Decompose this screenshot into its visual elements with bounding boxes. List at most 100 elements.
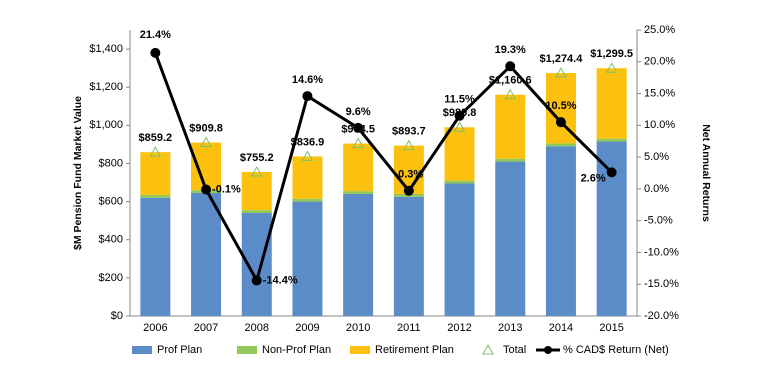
- y2-tick-label: -5.0%: [644, 215, 673, 227]
- total-marker: [301, 150, 314, 161]
- x-tick-label: 2013: [498, 322, 522, 334]
- total-marker: [352, 137, 364, 149]
- legend-swatch: [482, 343, 494, 355]
- total-label: $859.2: [139, 132, 173, 144]
- return-label: -0.3%: [394, 169, 423, 181]
- x-tick-label: 2006: [143, 322, 167, 334]
- y2-tick-label: 10.0%: [644, 119, 675, 131]
- bar-segment: [545, 143, 576, 147]
- y-tick-label: $1,400: [89, 43, 123, 55]
- y2-tick-label: -10.0%: [644, 246, 679, 258]
- x-tick-label: 2015: [599, 322, 623, 334]
- bar-segment: [343, 193, 374, 316]
- bar-segment: [495, 158, 526, 162]
- legend-swatch: [237, 346, 257, 354]
- return-label: 9.6%: [346, 106, 371, 118]
- legend-swatch: [544, 346, 552, 354]
- return-marker: [201, 184, 212, 195]
- y2-tick-label: 0.0%: [644, 183, 669, 195]
- legend-label: Prof Plan: [157, 344, 202, 356]
- return-marker: [251, 275, 262, 286]
- legend-label: Retirement Plan: [375, 344, 454, 356]
- bar-segment: [241, 172, 272, 211]
- x-tick-label: 2007: [194, 322, 218, 334]
- y-tick-label: $0: [111, 310, 123, 322]
- return-marker: [302, 91, 313, 102]
- bar-segment: [292, 201, 323, 316]
- bar-segment: [596, 138, 627, 142]
- bar-segment: [495, 94, 526, 159]
- return-marker: [403, 185, 414, 196]
- legend-swatch: [350, 346, 370, 354]
- total-marker: [504, 88, 517, 100]
- bar-segment: [191, 193, 222, 316]
- bar-segment: [444, 183, 475, 316]
- y-tick-label: $200: [99, 272, 123, 284]
- y2-tick-label: -20.0%: [644, 310, 679, 322]
- y2-tick-label: 25.0%: [644, 24, 675, 36]
- x-tick-label: 2009: [295, 322, 319, 334]
- return-label: -14.4%: [263, 274, 298, 286]
- return-label: 21.4%: [140, 29, 171, 41]
- total-label: $836.9: [291, 136, 325, 148]
- x-tick-label: 2012: [447, 322, 471, 334]
- bar-segment: [444, 180, 475, 184]
- legend-label: Total: [503, 344, 526, 356]
- legend-swatch: [132, 346, 152, 354]
- y-tick-label: $800: [99, 157, 123, 169]
- x-tick-label: 2011: [397, 322, 421, 334]
- return-marker: [555, 117, 566, 128]
- total-marker: [200, 136, 212, 148]
- bar-segment: [444, 127, 475, 181]
- legend-label: Non-Prof Plan: [262, 344, 331, 356]
- bar-segment: [292, 198, 323, 202]
- y2-tick-label: 5.0%: [644, 151, 669, 163]
- return-label: 14.6%: [292, 74, 323, 86]
- y2-tick-label: 15.0%: [644, 87, 675, 99]
- bar-segment: [393, 196, 424, 316]
- bar-segment: [343, 143, 374, 192]
- y2-axis-title: Net Annual Returns: [700, 124, 712, 222]
- total-label: $1,299.5: [590, 48, 633, 60]
- return-marker: [454, 110, 465, 121]
- total-marker: [250, 165, 263, 177]
- bar-segment: [596, 68, 627, 139]
- return-label: -0.1%: [212, 183, 241, 195]
- x-tick-label: 2014: [549, 322, 573, 334]
- return-label: 11.5%: [444, 94, 475, 106]
- return-label: 19.3%: [495, 44, 526, 56]
- total-marker: [403, 139, 415, 151]
- bar-segment: [545, 146, 576, 316]
- y-axis-title: $M Pension Fund Market Value: [72, 96, 84, 250]
- total-label: $755.2: [240, 152, 274, 164]
- bar-segment: [495, 161, 526, 316]
- bar-segment: [140, 197, 171, 316]
- return-marker: [505, 61, 516, 72]
- return-marker: [150, 47, 161, 58]
- bar-segment: [292, 156, 323, 199]
- return-marker: [353, 122, 364, 133]
- return-marker: [606, 167, 617, 178]
- x-tick-label: 2010: [346, 322, 370, 334]
- y-tick-label: $1,000: [89, 119, 123, 131]
- y-tick-label: $400: [99, 234, 123, 246]
- return-label: 10.5%: [545, 100, 576, 112]
- bar-segment: [140, 194, 171, 198]
- x-tick-label: 2008: [245, 322, 269, 334]
- bar-segment: [241, 210, 272, 214]
- bar-segment: [343, 191, 374, 194]
- y2-tick-label: -15.0%: [644, 278, 679, 290]
- total-label: $1,274.4: [540, 53, 584, 65]
- bar-segment: [140, 152, 171, 195]
- y-tick-label: $1,200: [89, 81, 123, 93]
- total-label: $893.7: [392, 126, 426, 138]
- total-marker: [555, 66, 567, 78]
- total-marker: [149, 146, 162, 157]
- total-marker: [453, 121, 466, 132]
- return-line: [153, 52, 613, 285]
- y-tick-label: $600: [99, 196, 123, 208]
- return-label: 2.6%: [581, 172, 606, 184]
- total-marker: [605, 62, 618, 73]
- total-label: $909.8: [189, 122, 223, 134]
